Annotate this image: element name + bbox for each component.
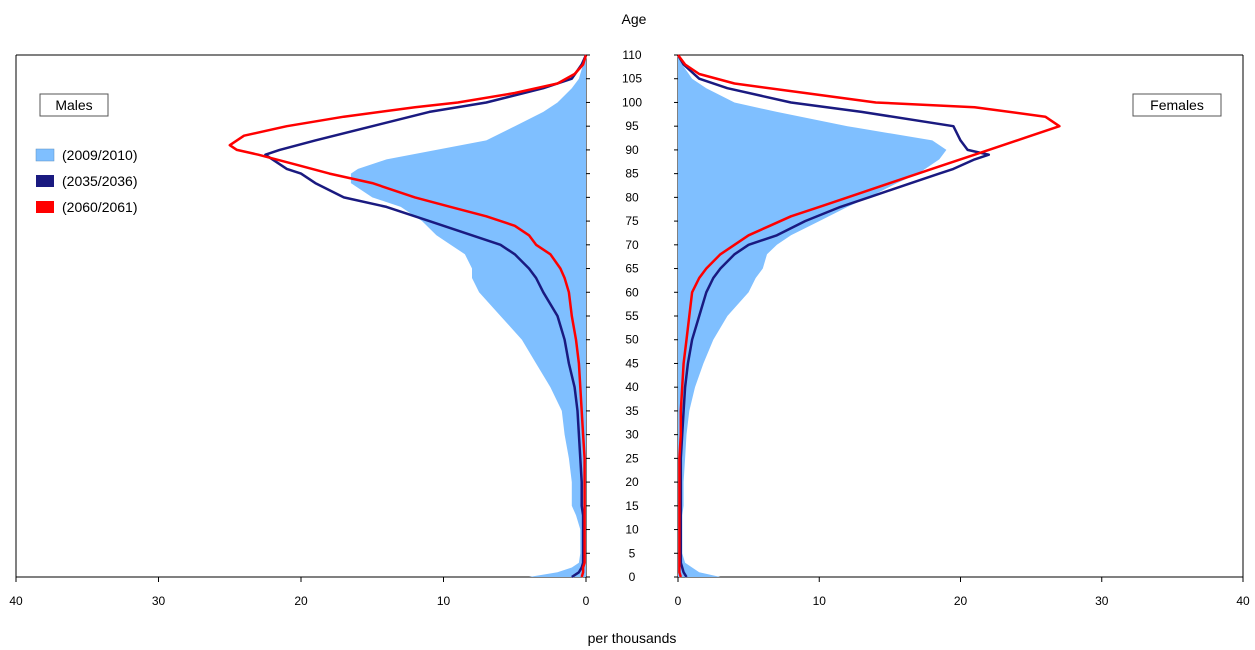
series-2-males-line [228,54,588,578]
series-1-males-line [264,54,588,579]
legend-label-2035: (2035/2036) [62,173,138,189]
chart-axes: 0 5 10 15 20 25 30 35 40 45 50 55 60 65 70 75 80 85 90 95 10… [9,48,1250,608]
females-x-tick-label-20: 20 [954,594,968,608]
age-tick-label-25: 25 [625,451,639,465]
legend-swatch-2009 [35,148,55,162]
age-tick-label-95: 95 [625,119,639,133]
legend-swatch-2060 [36,201,54,213]
panel-label-males-text: Males [55,97,92,113]
age-tick-label-30: 30 [625,428,639,442]
age-tick-label-20: 20 [625,475,639,489]
age-tick-label-110: 110 [622,48,641,62]
series-0-females-area [678,55,947,577]
age-tick-label-5: 5 [629,546,636,560]
females-x-tick-label-30: 30 [1095,594,1109,608]
age-tick-label-45: 45 [625,356,639,370]
males-x-tick-label-10: 10 [437,594,451,608]
females-x-tick-label-0: 0 [675,594,682,608]
age-tick-label-90: 90 [625,143,639,157]
panel-label-females-text: Females [1150,97,1204,113]
age-tick-label-85: 85 [625,167,639,181]
x-axis-label: per thousands [588,630,677,646]
age-tick-label-0: 0 [629,570,636,584]
females-x-tick-label-10: 10 [813,594,827,608]
age-tick-label-10: 10 [625,523,639,537]
panel-label-females: Females [1132,93,1222,117]
series-0-males-area [350,55,586,577]
age-tick-label-70: 70 [625,238,639,252]
females-x-tick-label-40: 40 [1236,594,1250,608]
y-axis-label: Age [622,11,647,27]
series-2-females-line [676,54,1061,578]
age-tick-label-105: 105 [622,72,642,86]
age-tick-label-100: 100 [622,95,642,109]
series-1-females-line [676,54,991,578]
panel-label-males: Males [39,93,109,117]
males-x-tick-label-0: 0 [583,594,590,608]
males-x-tick-label-20: 20 [294,594,308,608]
panel-label-females-box [1132,93,1222,117]
legend-label-2009: (2009/2010) [62,147,138,163]
males-x-tick-label-40: 40 [9,594,23,608]
age-tick-label-75: 75 [625,214,639,228]
legend: (2009/2010) (2035/2036) (2060/2061) [35,147,138,215]
legend-swatch-2035 [36,175,54,187]
chart-series-layer [228,54,1061,579]
age-tick-label-35: 35 [625,404,639,418]
age-tick-label-55: 55 [625,309,639,323]
panel-label-males-box [39,93,109,117]
age-tick-label-15: 15 [625,499,639,513]
age-tick-label-50: 50 [625,333,639,347]
legend-label-2060: (2060/2061) [62,199,138,215]
age-tick-label-60: 60 [625,285,639,299]
males-x-tick-label-30: 30 [152,594,166,608]
age-tick-label-65: 65 [625,262,639,276]
age-tick-label-40: 40 [625,380,639,394]
age-tick-label-80: 80 [625,190,639,204]
